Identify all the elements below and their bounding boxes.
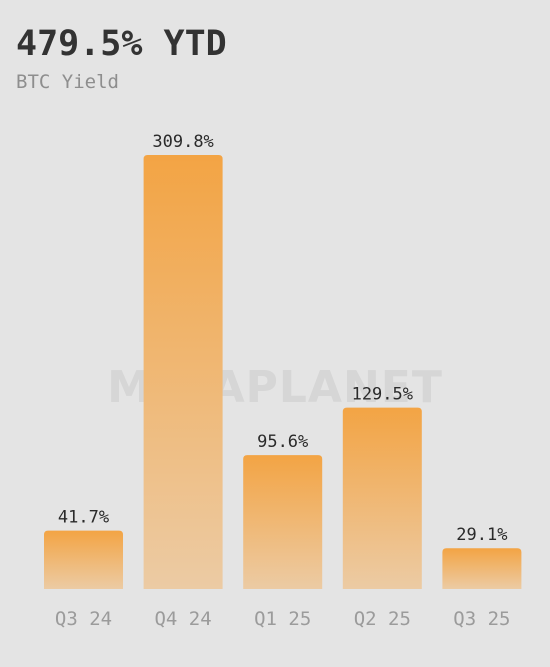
data-label-q3-24: 41.7% [58, 508, 109, 528]
data-label-q1-25: 95.6% [257, 432, 308, 452]
bar-q3-24 [44, 530, 123, 589]
subtitle-btc-yield: BTC Yield [16, 71, 119, 93]
chart-header: 479.5% YTD BTC Yield [16, 22, 227, 94]
bars-group [44, 155, 522, 589]
x-tick-labels-group: Q3 24 Q4 24 Q1 25 Q2 25 Q3 25 [55, 608, 511, 630]
x-tick-q3-25: Q3 25 [453, 608, 510, 630]
data-label-q3-25: 29.1% [456, 525, 507, 545]
headline-ytd: 479.5% YTD [16, 24, 227, 64]
bar-q1-25 [243, 455, 323, 589]
x-tick-q1-25: Q1 25 [254, 608, 311, 630]
x-tick-q2-25: Q2 25 [354, 608, 411, 630]
x-tick-q3-24: Q3 24 [55, 608, 112, 630]
data-label-q4-24: 309.8% [152, 132, 213, 152]
bar-q4-24 [143, 155, 223, 589]
data-label-q2-25: 129.5% [352, 385, 413, 405]
bar-q2-25 [342, 407, 422, 589]
x-tick-q4-24: Q4 24 [154, 608, 211, 630]
data-labels-group: 41.7% 309.8% 95.6% 129.5% 29.1% [58, 132, 508, 545]
bar-q3-25 [442, 548, 522, 589]
